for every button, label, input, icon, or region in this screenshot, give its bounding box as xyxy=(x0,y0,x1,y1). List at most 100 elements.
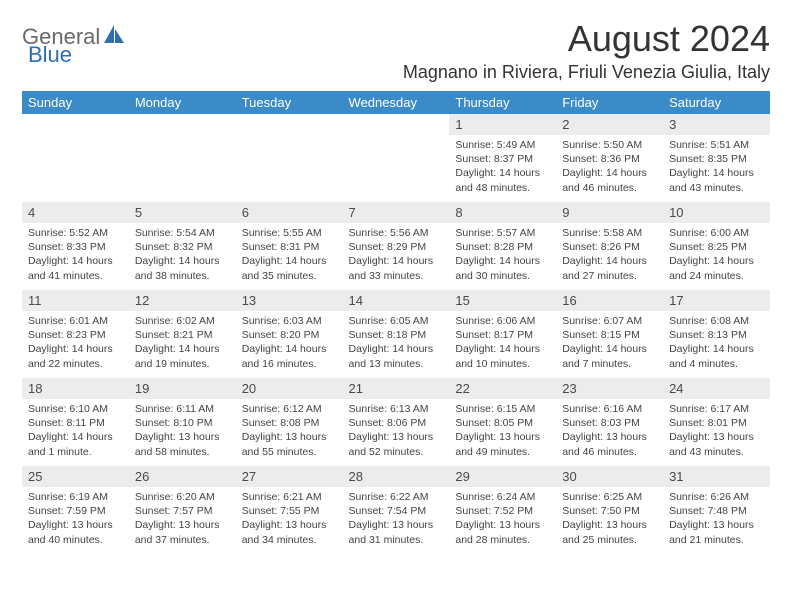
sunrise-text: Sunrise: 6:24 AM xyxy=(455,490,550,504)
day-details: Sunrise: 6:03 AMSunset: 8:20 PMDaylight:… xyxy=(236,311,343,376)
calendar-day-cell: 15Sunrise: 6:06 AMSunset: 8:17 PMDayligh… xyxy=(449,290,556,378)
day-details: Sunrise: 5:52 AMSunset: 8:33 PMDaylight:… xyxy=(22,223,129,288)
day-number: 20 xyxy=(236,378,343,399)
day-number: 22 xyxy=(449,378,556,399)
calendar-day-cell xyxy=(129,114,236,202)
sunset-text: Sunset: 8:20 PM xyxy=(242,328,337,342)
sunrise-text: Sunrise: 5:58 AM xyxy=(562,226,657,240)
day-details: Sunrise: 6:08 AMSunset: 8:13 PMDaylight:… xyxy=(663,311,770,376)
weekday-header: Friday xyxy=(556,91,663,114)
weekday-header: Wednesday xyxy=(343,91,450,114)
day-number: 21 xyxy=(343,378,450,399)
day-number: 7 xyxy=(343,202,450,223)
day-details: Sunrise: 5:54 AMSunset: 8:32 PMDaylight:… xyxy=(129,223,236,288)
sunrise-text: Sunrise: 6:17 AM xyxy=(669,402,764,416)
day-number: 30 xyxy=(556,466,663,487)
sunset-text: Sunset: 8:10 PM xyxy=(135,416,230,430)
daylight-text: Daylight: 14 hours and 19 minutes. xyxy=(135,342,230,370)
daylight-text: Daylight: 13 hours and 21 minutes. xyxy=(669,518,764,546)
calendar-day-cell: 18Sunrise: 6:10 AMSunset: 8:11 PMDayligh… xyxy=(22,378,129,466)
daylight-text: Daylight: 13 hours and 52 minutes. xyxy=(349,430,444,458)
location-text: Magnano in Riviera, Friuli Venezia Giuli… xyxy=(403,62,770,83)
sunrise-text: Sunrise: 6:03 AM xyxy=(242,314,337,328)
calendar-week-row: 11Sunrise: 6:01 AMSunset: 8:23 PMDayligh… xyxy=(22,290,770,378)
daylight-text: Daylight: 13 hours and 43 minutes. xyxy=(669,430,764,458)
sunrise-text: Sunrise: 6:01 AM xyxy=(28,314,123,328)
sunrise-text: Sunrise: 6:22 AM xyxy=(349,490,444,504)
daylight-text: Daylight: 13 hours and 28 minutes. xyxy=(455,518,550,546)
day-number: 14 xyxy=(343,290,450,311)
day-details: Sunrise: 6:00 AMSunset: 8:25 PMDaylight:… xyxy=(663,223,770,288)
sunrise-text: Sunrise: 5:56 AM xyxy=(349,226,444,240)
daylight-text: Daylight: 14 hours and 30 minutes. xyxy=(455,254,550,282)
sunset-text: Sunset: 8:26 PM xyxy=(562,240,657,254)
sunset-text: Sunset: 8:05 PM xyxy=(455,416,550,430)
sunset-text: Sunset: 8:32 PM xyxy=(135,240,230,254)
day-details: Sunrise: 6:15 AMSunset: 8:05 PMDaylight:… xyxy=(449,399,556,464)
sunrise-text: Sunrise: 6:12 AM xyxy=(242,402,337,416)
day-number: 2 xyxy=(556,114,663,135)
sunset-text: Sunset: 8:11 PM xyxy=(28,416,123,430)
sunrise-text: Sunrise: 6:02 AM xyxy=(135,314,230,328)
sunset-text: Sunset: 8:21 PM xyxy=(135,328,230,342)
calendar-day-cell: 25Sunrise: 6:19 AMSunset: 7:59 PMDayligh… xyxy=(22,466,129,554)
sunset-text: Sunset: 8:18 PM xyxy=(349,328,444,342)
sunset-text: Sunset: 7:55 PM xyxy=(242,504,337,518)
day-details: Sunrise: 5:56 AMSunset: 8:29 PMDaylight:… xyxy=(343,223,450,288)
daylight-text: Daylight: 14 hours and 27 minutes. xyxy=(562,254,657,282)
sunrise-text: Sunrise: 6:11 AM xyxy=(135,402,230,416)
sunset-text: Sunset: 8:33 PM xyxy=(28,240,123,254)
weekday-header: Sunday xyxy=(22,91,129,114)
sunrise-text: Sunrise: 6:19 AM xyxy=(28,490,123,504)
logo-text-blue: Blue xyxy=(28,42,72,67)
day-number: 18 xyxy=(22,378,129,399)
sunrise-text: Sunrise: 5:55 AM xyxy=(242,226,337,240)
sunset-text: Sunset: 7:54 PM xyxy=(349,504,444,518)
sunrise-text: Sunrise: 6:08 AM xyxy=(669,314,764,328)
weekday-header: Tuesday xyxy=(236,91,343,114)
sunset-text: Sunset: 8:29 PM xyxy=(349,240,444,254)
sunrise-text: Sunrise: 5:57 AM xyxy=(455,226,550,240)
sunrise-text: Sunrise: 6:25 AM xyxy=(562,490,657,504)
calendar-day-cell: 24Sunrise: 6:17 AMSunset: 8:01 PMDayligh… xyxy=(663,378,770,466)
day-details: Sunrise: 6:05 AMSunset: 8:18 PMDaylight:… xyxy=(343,311,450,376)
sunset-text: Sunset: 8:25 PM xyxy=(669,240,764,254)
day-number: 12 xyxy=(129,290,236,311)
day-number: 5 xyxy=(129,202,236,223)
daylight-text: Daylight: 14 hours and 13 minutes. xyxy=(349,342,444,370)
daylight-text: Daylight: 14 hours and 43 minutes. xyxy=(669,166,764,194)
sunrise-text: Sunrise: 6:21 AM xyxy=(242,490,337,504)
sunset-text: Sunset: 8:28 PM xyxy=(455,240,550,254)
sunset-text: Sunset: 8:08 PM xyxy=(242,416,337,430)
sunset-text: Sunset: 7:52 PM xyxy=(455,504,550,518)
sunset-text: Sunset: 7:59 PM xyxy=(28,504,123,518)
calendar-day-cell: 8 Sunrise: 5:57 AMSunset: 8:28 PMDaylight… xyxy=(449,202,556,290)
sunrise-text: Sunrise: 6:00 AM xyxy=(669,226,764,240)
day-number: 9 xyxy=(556,202,663,223)
daylight-text: Daylight: 13 hours and 25 minutes. xyxy=(562,518,657,546)
sunset-text: Sunset: 8:37 PM xyxy=(455,152,550,166)
calendar-day-cell xyxy=(22,114,129,202)
calendar-day-cell: 13Sunrise: 6:03 AMSunset: 8:20 PMDayligh… xyxy=(236,290,343,378)
sunrise-text: Sunrise: 5:50 AM xyxy=(562,138,657,152)
calendar-day-cell: 7Sunrise: 5:56 AMSunset: 8:29 PMDaylight… xyxy=(343,202,450,290)
day-number: 4 xyxy=(22,202,129,223)
day-details: Sunrise: 6:13 AMSunset: 8:06 PMDaylight:… xyxy=(343,399,450,464)
calendar-day-cell: 23Sunrise: 6:16 AMSunset: 8:03 PMDayligh… xyxy=(556,378,663,466)
daylight-text: Daylight: 14 hours and 7 minutes. xyxy=(562,342,657,370)
day-number: 15 xyxy=(449,290,556,311)
daylight-text: Daylight: 14 hours and 35 minutes. xyxy=(242,254,337,282)
day-details: Sunrise: 6:25 AMSunset: 7:50 PMDaylight:… xyxy=(556,487,663,552)
calendar-day-cell: 6Sunrise: 5:55 AMSunset: 8:31 PMDaylight… xyxy=(236,202,343,290)
sunset-text: Sunset: 8:36 PM xyxy=(562,152,657,166)
day-details: Sunrise: 5:58 AMSunset: 8:26 PMDaylight:… xyxy=(556,223,663,288)
daylight-text: Daylight: 13 hours and 55 minutes. xyxy=(242,430,337,458)
daylight-text: Daylight: 13 hours and 31 minutes. xyxy=(349,518,444,546)
day-details: Sunrise: 6:02 AMSunset: 8:21 PMDaylight:… xyxy=(129,311,236,376)
header: General August 2024 Magnano in Riviera, … xyxy=(22,18,770,83)
day-number: 11 xyxy=(22,290,129,311)
sunset-text: Sunset: 8:03 PM xyxy=(562,416,657,430)
daylight-text: Daylight: 13 hours and 58 minutes. xyxy=(135,430,230,458)
day-details: Sunrise: 6:17 AMSunset: 8:01 PMDaylight:… xyxy=(663,399,770,464)
day-number: 8 xyxy=(449,202,556,223)
